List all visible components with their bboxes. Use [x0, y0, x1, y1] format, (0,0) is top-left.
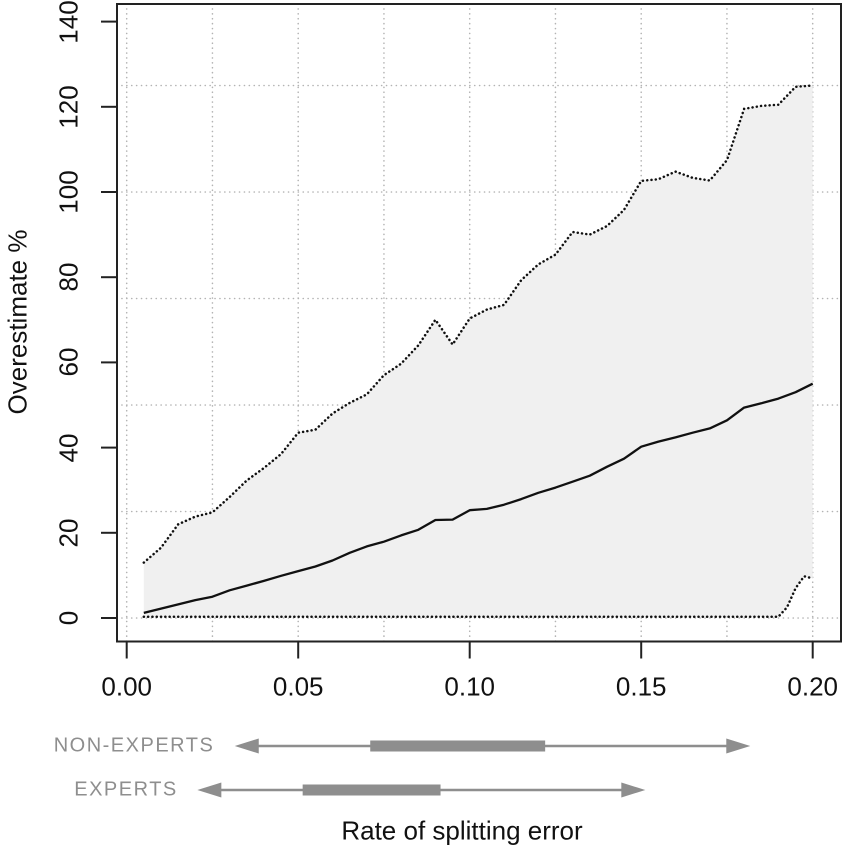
y-tick-label: 120 [53, 85, 84, 129]
arrowhead-left [197, 782, 222, 798]
range-box [370, 740, 546, 752]
arrowhead-right [726, 738, 751, 754]
lower-bound-line [142, 574, 814, 618]
non-experts-label: NON-EXPERTS [53, 734, 215, 757]
upper-bound-line [142, 84, 814, 564]
y-tick-label: 100 [53, 170, 84, 214]
y-axis-title: Overestimate % [2, 229, 33, 415]
x-tick-label: 0.15 [615, 671, 667, 702]
y-tick-label: 20 [53, 518, 84, 548]
confidence-band [143, 85, 813, 617]
y-tick-label: 80 [53, 262, 84, 292]
x-tick-label: 0.10 [444, 671, 495, 702]
y-tick-label: 40 [53, 433, 84, 463]
x-tick-label: 0.00 [101, 671, 152, 702]
arrowhead-left [234, 738, 259, 754]
arrowhead-right [621, 782, 646, 798]
x-axis-title: Rate of splitting error [341, 815, 583, 846]
experts-label: EXPERTS [74, 778, 178, 801]
x-tick-label: 0.05 [272, 671, 324, 702]
mean-line [143, 382, 814, 615]
y-tick-label: 0 [53, 610, 84, 626]
y-tick-label: 60 [53, 347, 84, 377]
range-box [302, 784, 441, 796]
plot-border [116, 3, 842, 643]
x-tick-label: 0.20 [787, 671, 838, 702]
y-tick-label: 140 [53, 0, 84, 44]
